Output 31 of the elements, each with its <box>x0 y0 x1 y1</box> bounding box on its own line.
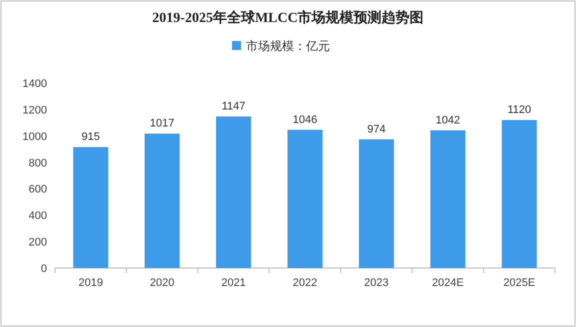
x-tick-label: 2022 <box>292 277 318 289</box>
x-tick-label: 2023 <box>364 277 389 289</box>
y-tick-label: 800 <box>28 157 47 170</box>
y-tick-label: 1200 <box>22 104 47 116</box>
data-label: 915 <box>82 131 100 144</box>
bar <box>502 120 537 268</box>
bar <box>358 139 394 268</box>
data-label: 974 <box>367 123 386 136</box>
x-tick-label: 2020 <box>150 277 174 289</box>
x-tick-label: 2021 <box>221 277 246 289</box>
y-tick-label: 0 <box>40 263 47 275</box>
y-tick-label: 200 <box>28 236 47 249</box>
x-tick-label: 2025E <box>503 277 536 289</box>
bar <box>430 130 466 268</box>
x-tick-label: 2019 <box>78 277 103 289</box>
data-label: 1017 <box>150 118 174 130</box>
data-label: 1120 <box>507 104 532 116</box>
y-tick-label: 600 <box>28 184 47 196</box>
x-tick-label: 2024E <box>432 277 464 289</box>
bar <box>144 134 180 268</box>
y-tick-label: 400 <box>28 210 47 222</box>
y-tick-label: 1400 <box>22 78 47 90</box>
chart-title: 2019-2025年全球MLCC市场规模预测趋势图 <box>152 9 424 26</box>
legend-label: 市场规模：亿元 <box>246 39 330 53</box>
bar <box>216 116 252 268</box>
bar <box>73 147 108 268</box>
data-label: 1042 <box>436 114 460 126</box>
bar <box>288 130 322 268</box>
data-label: 1147 <box>222 100 246 112</box>
y-tick-label: 1000 <box>22 130 47 143</box>
data-label: 1046 <box>292 114 318 126</box>
